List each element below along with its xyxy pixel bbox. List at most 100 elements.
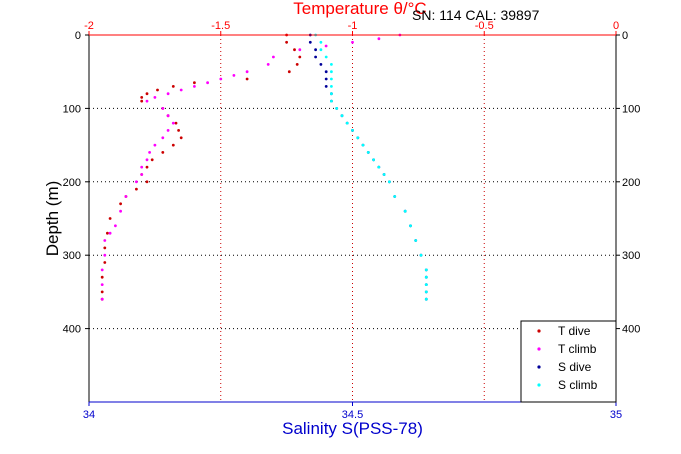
t-climb-point	[145, 99, 149, 103]
temperature-tick-label: -2	[84, 20, 94, 32]
s-climb-point	[424, 297, 428, 301]
depth-tick-label-left: 400	[63, 324, 81, 336]
t-climb-point	[103, 253, 107, 257]
t-dive-point	[285, 40, 288, 44]
s-dive-point	[324, 70, 328, 74]
s-climb-point	[324, 55, 328, 59]
s-dive-series	[308, 33, 428, 301]
legend-label-t-climb: T climb	[558, 342, 597, 356]
top-axis-title: Temperature θ/°C	[293, 0, 426, 18]
serial-annotation: SN: 114 CAL: 39897	[412, 7, 540, 23]
t-dive-point	[103, 261, 107, 264]
t-dive-point	[145, 180, 149, 184]
y-axis-title: Depth (m)	[43, 181, 62, 257]
t-climb-point	[145, 158, 149, 162]
t-climb-point	[140, 165, 144, 169]
t-climb-point	[245, 70, 249, 74]
t-dive-point	[135, 187, 138, 191]
t-dive-point	[100, 290, 104, 294]
salinity-tick-label: 34.5	[342, 409, 363, 421]
t-dive-point	[140, 96, 144, 99]
temperature-tick-label: -1	[348, 20, 358, 32]
t-climb-point	[166, 92, 170, 96]
t-climb-point	[232, 74, 236, 77]
t-climb-point	[124, 195, 128, 198]
depth-tick-label-left: 0	[75, 30, 81, 42]
s-climb-series	[314, 33, 428, 301]
t-dive-point	[145, 165, 149, 169]
s-climb-point	[330, 63, 333, 66]
t-climb-point	[100, 268, 104, 272]
s-climb-point	[414, 239, 418, 242]
legend-marker-s-dive	[537, 365, 541, 369]
s-climb-point	[356, 136, 360, 140]
s-climb-point	[382, 173, 386, 176]
s-dive-point	[324, 77, 328, 81]
legend-box	[520, 320, 617, 403]
s-climb-point	[335, 107, 339, 110]
t-dive-point	[287, 70, 291, 74]
temperature-tick-label: -0.5	[475, 20, 494, 32]
s-climb-point	[419, 253, 423, 257]
bottom-axis-title: Salinity S(PSS-78)	[282, 419, 423, 438]
t-climb-point	[351, 40, 354, 44]
t-climb-point	[272, 55, 275, 59]
s-climb-point	[330, 77, 333, 81]
s-dive-point	[324, 85, 328, 88]
legend-label-t-dive: T dive	[558, 324, 591, 338]
temperature-tick-label: -1.5	[211, 20, 230, 32]
s-climb-point	[388, 180, 391, 184]
depth-tick-label-right: 400	[622, 324, 640, 336]
s-climb-point	[330, 70, 333, 74]
depth-tick-label-left: 200	[63, 177, 81, 189]
s-climb-point	[340, 114, 344, 118]
t-climb-point	[377, 37, 381, 41]
s-dive-point	[314, 48, 317, 52]
s-climb-point	[366, 151, 370, 154]
t-dive-point	[245, 77, 249, 81]
legend-marker-t-dive	[537, 329, 541, 333]
t-climb-point	[103, 239, 107, 242]
t-climb-point	[161, 107, 165, 110]
t-dive-point	[150, 158, 154, 162]
t-climb-point	[266, 63, 270, 66]
t-dive-point	[156, 88, 159, 92]
s-climb-point	[424, 290, 428, 294]
s-climb-point	[330, 99, 333, 103]
t-dive-point	[108, 217, 112, 220]
t-climb-point	[298, 48, 302, 52]
s-dive-point	[319, 63, 323, 66]
s-dive-point	[314, 55, 317, 59]
t-dive-series	[100, 33, 302, 301]
data-points	[100, 33, 428, 301]
legend-label-s-climb: S climb	[558, 378, 598, 392]
salinity-tick-label: 34	[83, 409, 95, 421]
s-climb-point	[351, 129, 354, 132]
t-climb-point	[219, 77, 223, 81]
s-climb-point	[345, 121, 349, 125]
s-climb-point	[403, 209, 407, 213]
s-climb-point	[377, 165, 381, 169]
t-dive-point	[171, 85, 175, 88]
s-climb-point	[424, 283, 428, 286]
legend-marker-s-climb	[537, 383, 541, 387]
t-climb-point	[135, 180, 138, 184]
t-dive-point	[145, 92, 149, 96]
t-climb-point	[193, 85, 196, 88]
t-climb-point	[108, 231, 112, 235]
t-climb-point	[324, 44, 328, 48]
t-climb-point	[100, 297, 104, 301]
t-climb-point	[148, 151, 152, 154]
t-dive-point	[174, 121, 178, 125]
s-climb-point	[361, 143, 365, 147]
s-climb-point	[319, 48, 323, 52]
salinity-tick-label: 35	[610, 409, 622, 421]
depth-tick-label-right: 200	[622, 177, 640, 189]
s-climb-point	[372, 158, 375, 162]
s-climb-point	[330, 85, 333, 88]
t-climb-point	[119, 209, 122, 213]
t-climb-point	[166, 114, 170, 118]
t-climb-point	[140, 173, 144, 176]
